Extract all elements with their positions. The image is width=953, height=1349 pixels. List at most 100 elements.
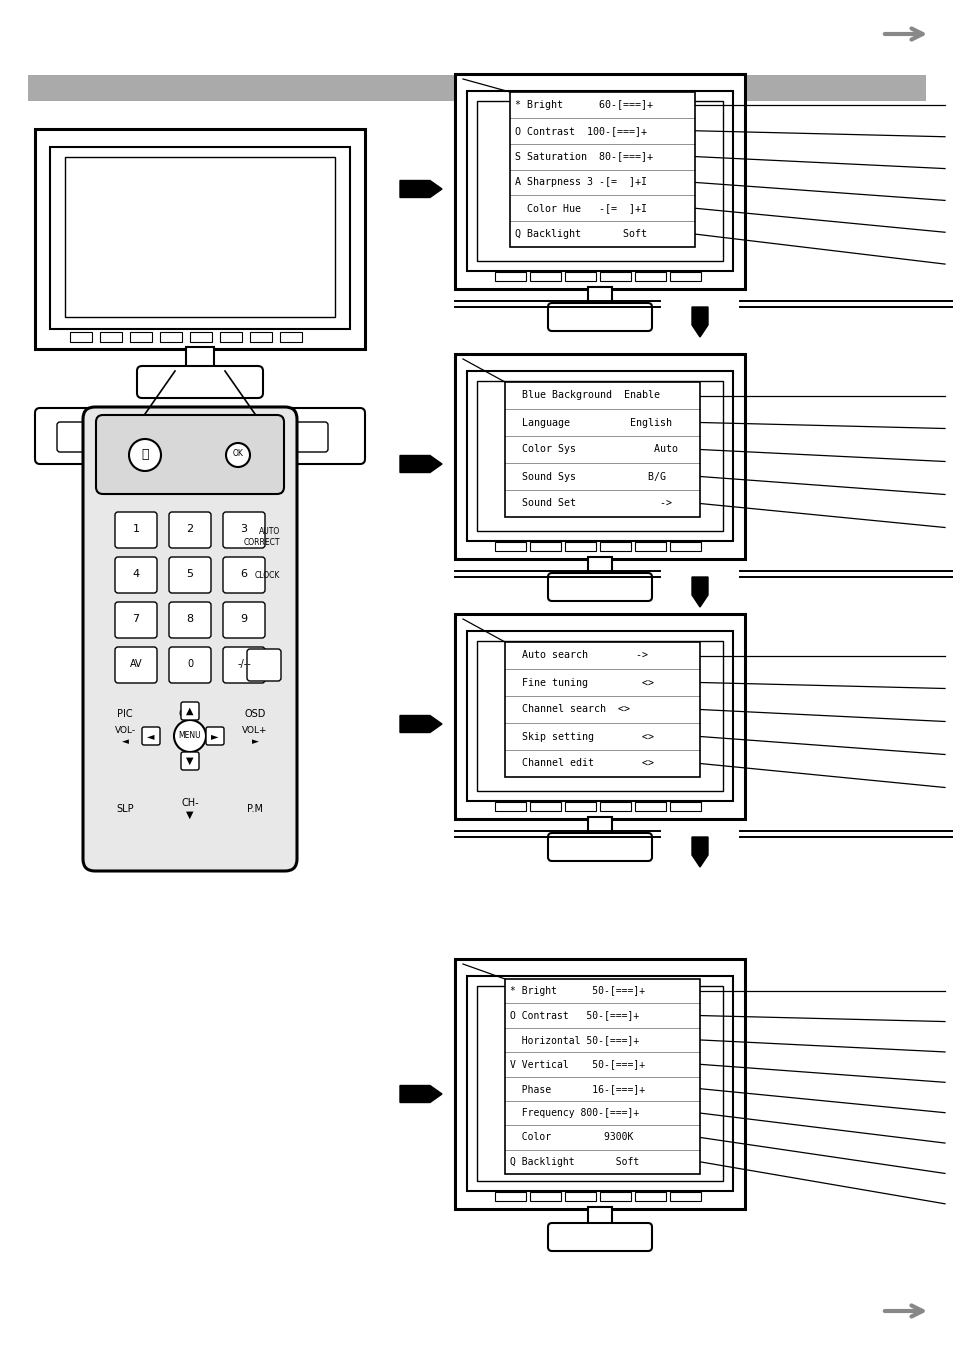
Bar (599, 1193, 630, 1201)
Text: Color Sys             Auto: Color Sys Auto (510, 445, 678, 455)
Text: * Bright      50-[===]+: * Bright 50-[===]+ (510, 986, 644, 996)
Circle shape (173, 720, 206, 751)
FancyArrow shape (691, 836, 707, 867)
Bar (467, 371, 732, 541)
Bar (495, 1193, 525, 1201)
FancyBboxPatch shape (223, 602, 265, 638)
Circle shape (129, 438, 161, 471)
Bar (70, 332, 91, 343)
Text: Sound Set              ->: Sound Set -> (510, 499, 671, 509)
FancyBboxPatch shape (547, 304, 651, 331)
Bar (635, 272, 665, 281)
Bar (35, 130, 365, 349)
Bar (476, 380, 722, 532)
Bar (190, 332, 212, 343)
Text: Q Backlight       Soft: Q Backlight Soft (510, 1157, 639, 1167)
Text: Blue Background  Enable: Blue Background Enable (510, 390, 659, 401)
Bar (495, 272, 525, 281)
Text: OK: OK (233, 449, 243, 459)
Bar (220, 332, 242, 343)
Text: VOL-
◄: VOL- ◄ (114, 726, 135, 746)
Bar (599, 542, 630, 550)
Bar (50, 147, 350, 329)
FancyBboxPatch shape (223, 557, 265, 594)
Text: V Vertical    50-[===]+: V Vertical 50-[===]+ (510, 1059, 644, 1070)
FancyArrow shape (399, 715, 441, 733)
Bar (669, 542, 700, 550)
Bar (504, 642, 700, 777)
FancyBboxPatch shape (115, 602, 157, 638)
FancyBboxPatch shape (142, 727, 160, 745)
Bar (599, 803, 630, 811)
Bar (587, 287, 612, 309)
Bar (635, 1193, 665, 1201)
Bar (564, 272, 596, 281)
Text: CH-
▼: CH- ▼ (181, 799, 198, 820)
Bar (280, 332, 302, 343)
Text: ◄: ◄ (147, 731, 154, 741)
FancyBboxPatch shape (115, 648, 157, 683)
Text: A Sharpness 3 -[=  ]+I: A Sharpness 3 -[= ]+I (515, 178, 646, 188)
Text: VOL+
►: VOL+ ► (242, 726, 268, 746)
Text: ▲: ▲ (186, 706, 193, 716)
FancyArrow shape (691, 577, 707, 607)
Bar (455, 614, 744, 819)
Bar (669, 803, 700, 811)
Bar (495, 803, 525, 811)
Text: 2: 2 (186, 523, 193, 534)
FancyBboxPatch shape (547, 832, 651, 861)
Text: SLP: SLP (116, 804, 133, 813)
FancyBboxPatch shape (115, 513, 157, 548)
Bar (635, 803, 665, 811)
Bar (564, 542, 596, 550)
FancyBboxPatch shape (223, 648, 265, 683)
Bar (564, 1193, 596, 1201)
Text: Channel edit        <>: Channel edit <> (510, 758, 654, 769)
FancyBboxPatch shape (245, 422, 281, 452)
Bar (250, 332, 272, 343)
Text: ▼: ▼ (186, 755, 193, 766)
Text: * Bright      60-[===]+: * Bright 60-[===]+ (515, 100, 652, 109)
Text: Phase       16-[===]+: Phase 16-[===]+ (510, 1083, 644, 1094)
Text: 5: 5 (186, 569, 193, 579)
Bar (587, 817, 612, 839)
Bar (455, 74, 744, 289)
FancyBboxPatch shape (198, 422, 233, 452)
Bar (635, 542, 665, 550)
Text: Fine tuning         <>: Fine tuning <> (510, 677, 654, 688)
Bar (587, 1207, 612, 1229)
FancyBboxPatch shape (115, 557, 157, 594)
FancyArrow shape (399, 181, 441, 197)
FancyBboxPatch shape (104, 422, 140, 452)
Text: AV: AV (130, 660, 142, 669)
FancyBboxPatch shape (181, 701, 199, 720)
FancyBboxPatch shape (547, 573, 651, 602)
Text: 0: 0 (187, 660, 193, 669)
Text: O Contrast   50-[===]+: O Contrast 50-[===]+ (510, 1010, 639, 1021)
Bar (476, 986, 722, 1180)
Bar (669, 272, 700, 281)
FancyBboxPatch shape (169, 557, 211, 594)
Text: 3: 3 (240, 523, 247, 534)
Bar (599, 272, 630, 281)
Text: Auto search        ->: Auto search -> (510, 650, 647, 661)
FancyBboxPatch shape (169, 602, 211, 638)
FancyBboxPatch shape (137, 366, 263, 398)
Bar (530, 1193, 560, 1201)
FancyArrow shape (691, 308, 707, 337)
Bar (530, 272, 560, 281)
Bar (455, 353, 744, 558)
FancyBboxPatch shape (247, 649, 281, 681)
Text: CLOCK: CLOCK (254, 572, 280, 580)
Text: Horizontal 50-[===]+: Horizontal 50-[===]+ (510, 1035, 639, 1045)
FancyArrow shape (399, 456, 441, 472)
Bar (455, 959, 744, 1209)
Bar (504, 979, 700, 1174)
Text: CH+: CH+ (179, 710, 201, 719)
Text: Q Backlight       Soft: Q Backlight Soft (515, 229, 646, 239)
Text: Sound Sys            B/G: Sound Sys B/G (510, 472, 665, 482)
Text: OSD: OSD (244, 710, 265, 719)
Text: Language          English: Language English (510, 417, 671, 428)
Text: ⏻: ⏻ (141, 448, 149, 461)
Text: 4: 4 (132, 569, 139, 579)
